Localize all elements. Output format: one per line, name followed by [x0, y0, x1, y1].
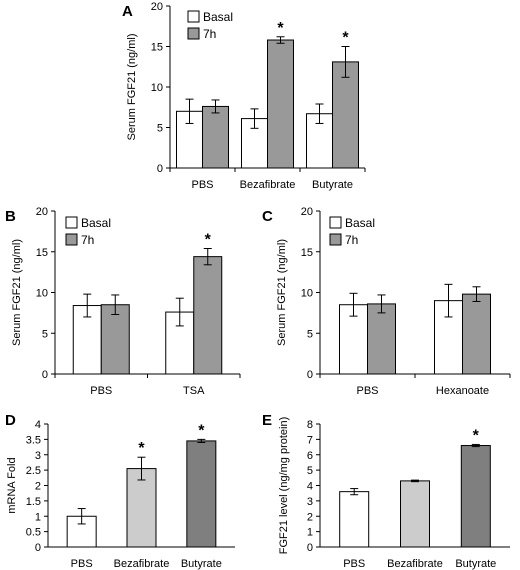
y-tick-label: 0: [42, 369, 48, 381]
y-tick-label: 10: [301, 288, 313, 300]
y-tick-label: 5: [42, 328, 48, 340]
y-tick-label: 0: [35, 542, 41, 554]
panel-b: B 0 5 10 15 20 Serum FGF21 (ng/ml) PBS TSA * Basal…: [5, 206, 241, 397]
panel-letter-b: B: [5, 208, 16, 225]
y-tick-label: 2: [35, 481, 41, 493]
bar-7h: [267, 39, 294, 169]
y-tick-label: 3: [307, 496, 313, 508]
significance-star: *: [205, 231, 212, 248]
bar: [126, 468, 157, 548]
bar-basal: [72, 305, 102, 375]
panel-a: A 0 5 10 15 20 Serum FGF21 (ng/ml) PBS Bezafibra…: [122, 1, 366, 191]
y-tick-label: 7: [307, 434, 313, 446]
y-tick-label: 10: [151, 82, 163, 94]
significance-star: *: [277, 20, 284, 37]
bar: [400, 480, 430, 548]
category-label: Butyrate: [455, 558, 496, 570]
y-tick-label: 15: [151, 42, 163, 54]
y-tick-label: 1: [307, 527, 313, 539]
bar-7h: [100, 304, 130, 375]
bar: [460, 445, 491, 548]
y-tick-label: 20: [301, 206, 313, 218]
y-tick-label: 8: [307, 419, 313, 431]
panel-letter-e: E: [262, 412, 272, 429]
y-tick-label: 10: [36, 288, 48, 300]
bar-7h: [202, 105, 229, 169]
y-tick-label: 0: [157, 163, 163, 175]
y-tick-label: 4: [307, 481, 313, 493]
legend-label-basal: Basal: [203, 10, 233, 24]
y-tick-label: 0.5: [26, 527, 41, 539]
bar: [339, 491, 370, 548]
category-label: PBS: [343, 558, 365, 570]
legend-swatch-7h: [65, 233, 78, 246]
bar-7h: [193, 256, 223, 375]
y-tick-label: 3: [35, 450, 41, 462]
y-tick-label: 20: [151, 1, 163, 13]
y-tick-label: 2.5: [26, 465, 41, 477]
category-label: PBS: [356, 385, 378, 397]
y-axis-label: FGF21 level (ng/mg protein): [278, 417, 290, 555]
significance-star: *: [473, 427, 480, 444]
category-label: Butyrate: [312, 179, 353, 191]
bar-7h: [462, 293, 491, 375]
panel-letter-a: A: [122, 3, 133, 20]
bar-7h: [367, 303, 396, 375]
legend-swatch-basal: [187, 10, 200, 23]
y-tick-label: 5: [307, 328, 313, 340]
y-axis-label: Serum FGF21 (ng/ml): [276, 239, 288, 346]
panel-d: D 0 0.5 1 1.5 2 2.5 3 3.5 4 mRNA Fold PBS Bezafibrat…: [5, 412, 235, 570]
y-axis-label: Serum FGF21 (ng/ml): [126, 34, 138, 141]
legend-label-7h: 7h: [81, 233, 94, 247]
y-tick-label: 2: [307, 511, 313, 523]
category-label: PBS: [71, 558, 93, 570]
panel-c: C 0 5 10 15 20 Serum FGF21 (ng/ml) PBS Hexanoate…: [262, 206, 511, 397]
category-label: Bezafibrate: [240, 179, 296, 191]
significance-star: *: [198, 422, 205, 439]
category-label: Hexanoate: [436, 385, 489, 397]
legend-label-basal: Basal: [345, 216, 375, 230]
y-tick-label: 3.5: [26, 434, 41, 446]
category-label: TSA: [183, 385, 205, 397]
y-axis-label: Serum FGF21 (ng/ml): [11, 239, 23, 346]
y-tick-label: 1.5: [26, 496, 41, 508]
y-tick-label: 6: [307, 450, 313, 462]
legend-label-basal: Basal: [81, 216, 111, 230]
y-tick-label: 5: [157, 123, 163, 135]
category-label: Butyrate: [181, 558, 222, 570]
y-axis-label: mRNA Fold: [6, 457, 18, 513]
y-tick-label: 20: [36, 206, 48, 218]
bar-7h: [332, 61, 359, 169]
legend-swatch-basal: [329, 216, 342, 229]
legend-label-7h: 7h: [203, 27, 216, 41]
legend-swatch-7h: [187, 27, 200, 40]
category-label: PBS: [191, 179, 213, 191]
y-tick-label: 5: [307, 465, 313, 477]
panel-e: E 0 1 2 3 4 5 6 7 8 FGF21 level (ng/mg protein) PBS…: [262, 412, 510, 570]
y-tick-label: 0: [307, 542, 313, 554]
category-label: Bezafibrate: [114, 558, 170, 570]
legend-swatch-basal: [65, 216, 78, 229]
category-label: PBS: [90, 385, 112, 397]
significance-star: *: [342, 30, 349, 47]
legend-swatch-7h: [329, 233, 342, 246]
panel-letter-d: D: [5, 412, 16, 429]
y-tick-label: 0: [307, 369, 313, 381]
legend-label-7h: 7h: [345, 233, 358, 247]
y-tick-label: 15: [301, 247, 313, 259]
significance-star: *: [138, 440, 145, 457]
y-tick-label: 4: [35, 419, 41, 431]
y-tick-label: 1: [35, 511, 41, 523]
y-tick-label: 15: [36, 247, 48, 259]
bar: [186, 440, 217, 548]
panel-letter-c: C: [262, 208, 273, 225]
category-label: Bezafibrate: [387, 558, 443, 570]
